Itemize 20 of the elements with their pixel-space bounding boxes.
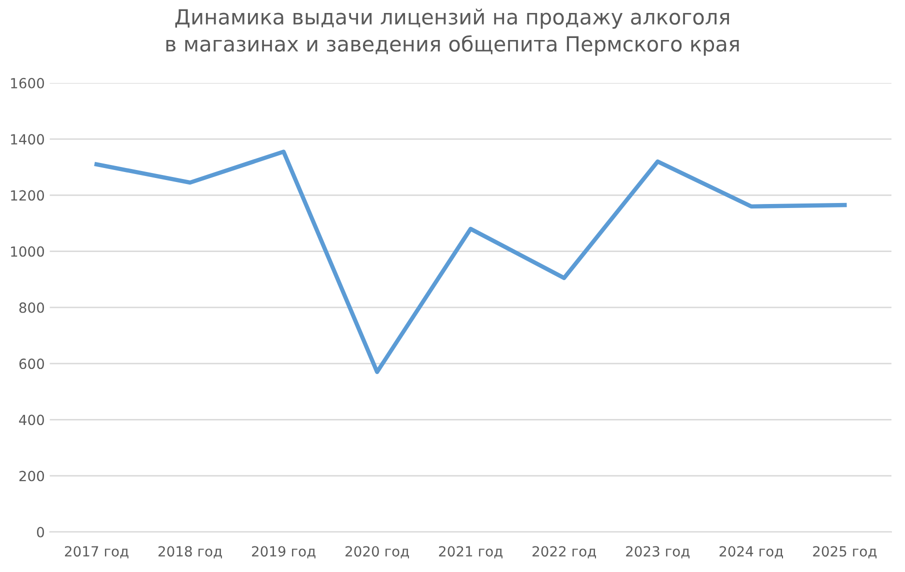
y-tick-label: 1000 [11,246,44,257]
y-tick-label: 1400 [11,134,44,145]
x-tick-label: 2019 год [252,546,316,558]
y-tick-label: 0 [36,526,44,538]
y-tick-label: 600 [19,358,44,370]
x-tick-label: 2018 год [158,546,222,558]
x-tick-label: 2024 год [720,546,784,558]
y-tick-label: 1200 [11,190,44,201]
x-tick-label: 2025 год [813,546,877,558]
x-tick-label: 2017 год [64,546,128,558]
chart-title: Динамика выдачи лицензий на продажу алкоголя в магазинах и заведения общепита Пермского края [166,8,739,56]
x-tick-label: 2023 год [626,546,690,558]
y-tick-label: 800 [19,302,44,313]
x-tick-label: 2022 год [532,546,596,558]
y-tick-label: 200 [19,470,44,482]
x-tick-label: 2021 год [439,546,502,558]
x-tick-label: 2020 год [346,546,409,558]
y-tick-label: 400 [19,414,44,426]
y-tick-label: 1600 [11,78,44,88]
line-series [94,150,847,374]
